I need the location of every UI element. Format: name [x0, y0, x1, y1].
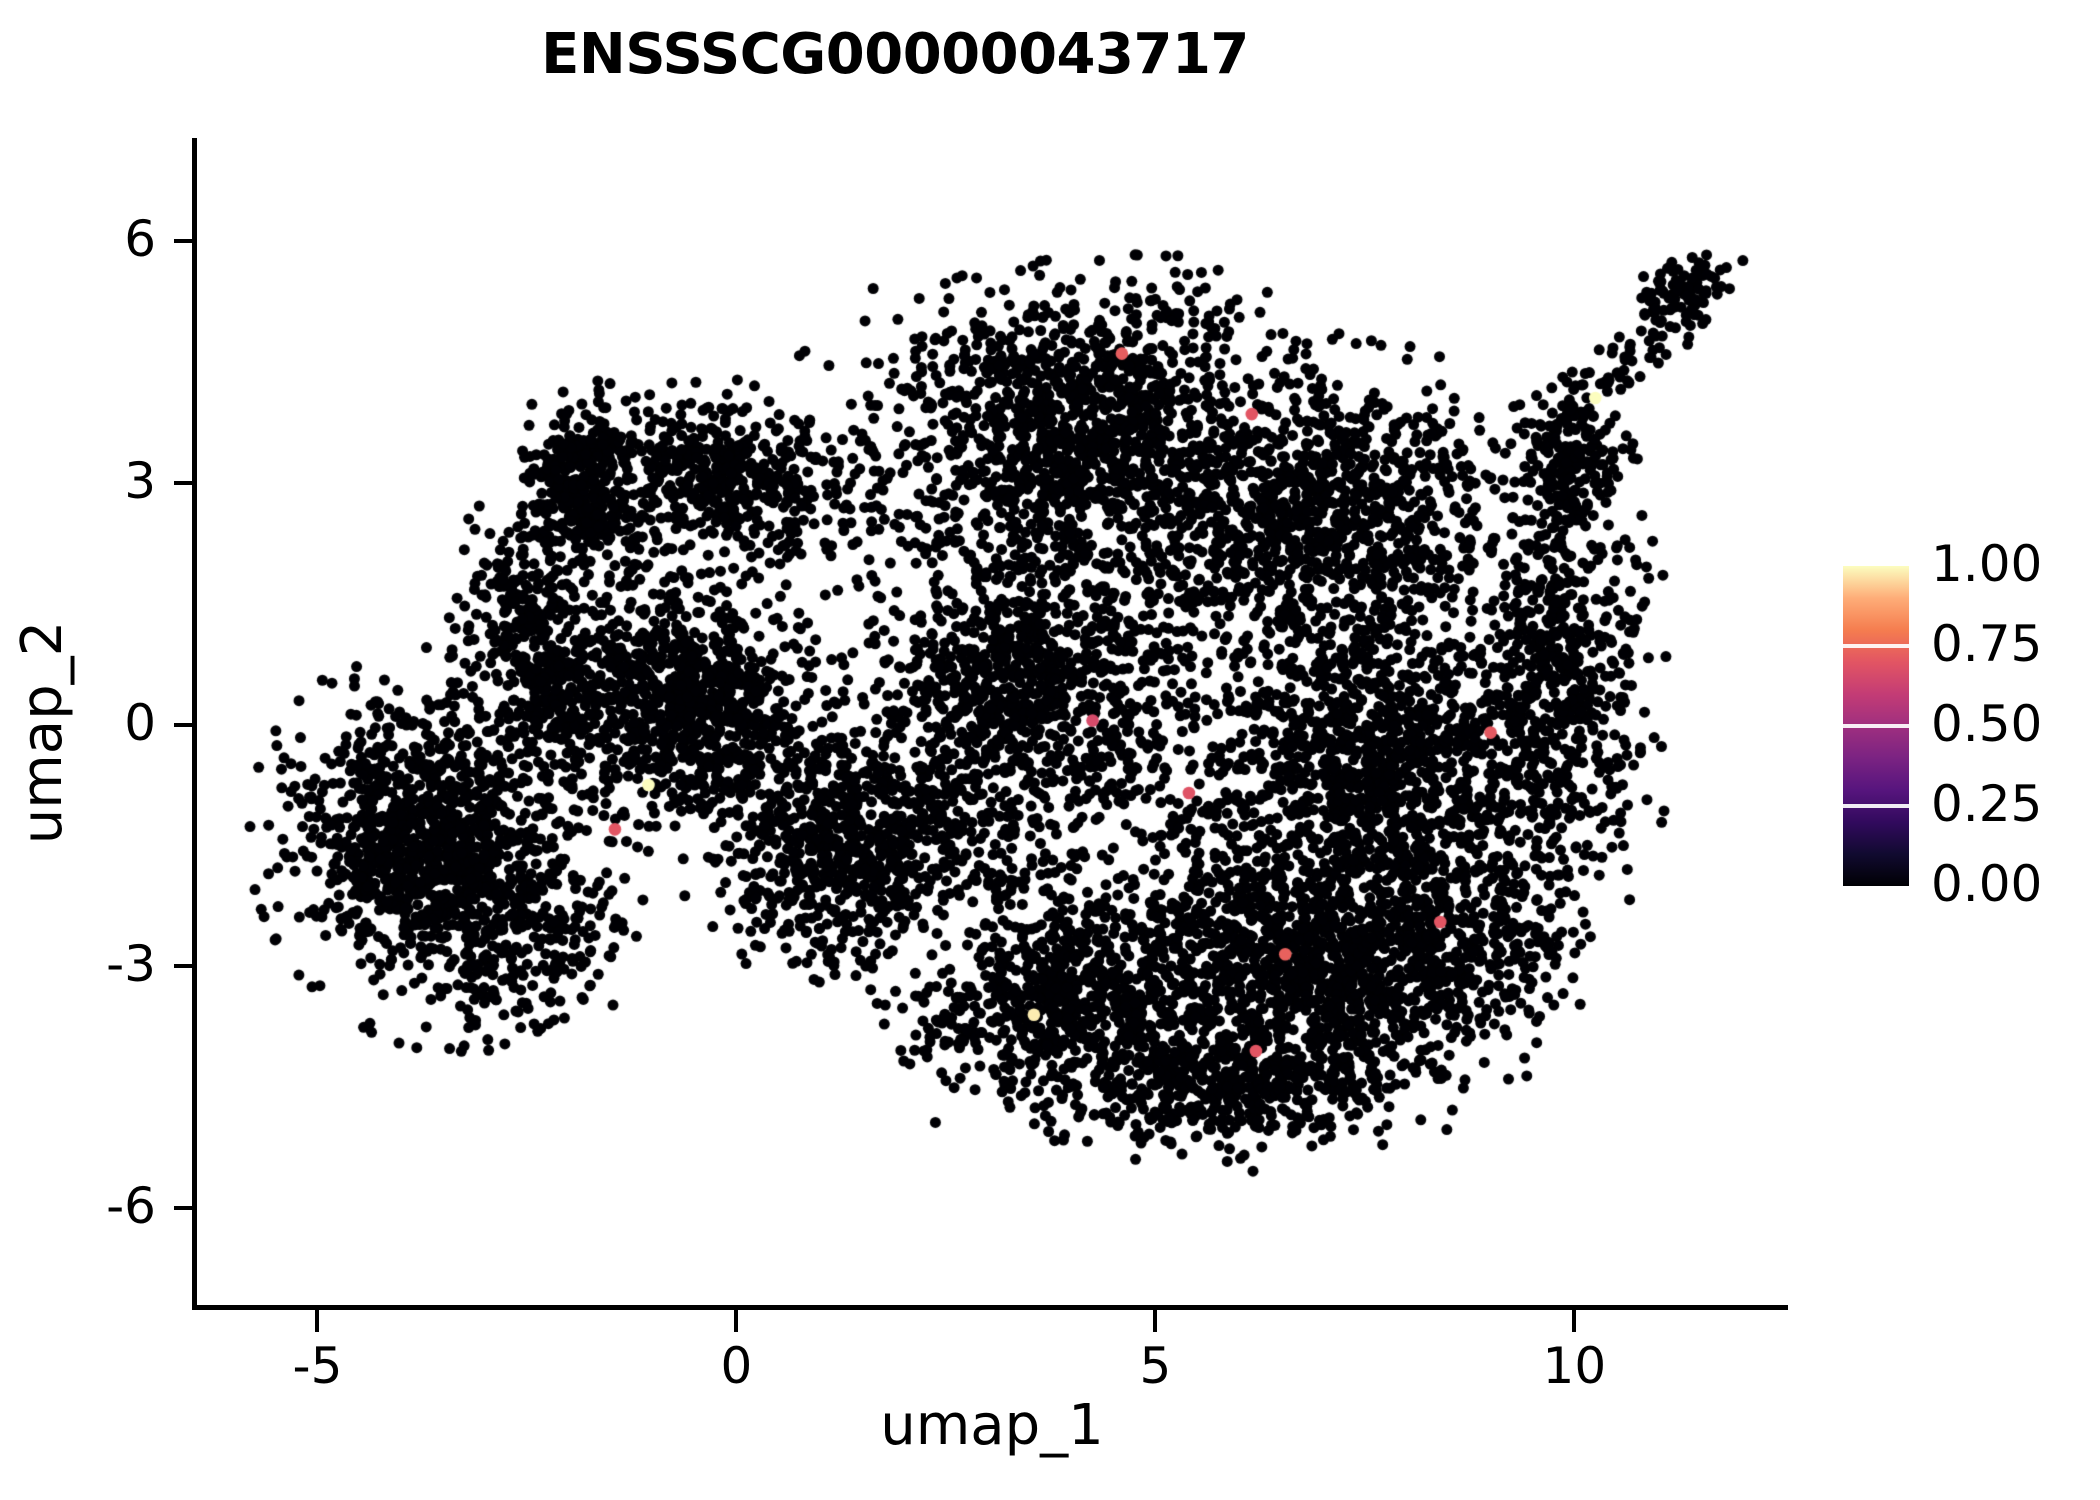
y-tick-label: -3: [106, 935, 156, 994]
colorbar: 1.00 0.75 0.50 0.25 0.00: [1843, 539, 2083, 909]
y-tick-mark: [174, 722, 196, 727]
colorbar-tick-label: 0.50: [1931, 695, 2043, 753]
x-axis-spine: [192, 1305, 1788, 1310]
scatter-canvas: [196, 140, 1788, 1305]
colorbar-tick-label: 0.00: [1931, 855, 2043, 913]
page-title: ENSSSCG00000043717: [541, 22, 1249, 87]
x-axis-label: umap_1: [880, 1393, 1104, 1458]
colorbar-tick-mark: [1843, 644, 1909, 648]
x-tick-label: 10: [1542, 1337, 1607, 1395]
y-tick-label: 0: [124, 693, 156, 752]
x-tick-mark: [734, 1310, 739, 1332]
y-tick-label: 3: [124, 451, 156, 510]
y-tick-mark: [174, 1206, 196, 1211]
colorbar-tick-mark: [1843, 882, 1909, 886]
colorbar-tick-label: 1.00: [1931, 535, 2043, 593]
y-axis-label: umap_2: [10, 620, 75, 845]
y-tick-label: -6: [106, 1177, 156, 1236]
colorbar-tick-mark: [1843, 804, 1909, 808]
x-tick-label: 5: [1139, 1337, 1172, 1395]
y-tick-label: 6: [124, 209, 156, 268]
colorbar-tick-mark: [1843, 724, 1909, 728]
x-tick-label: 0: [720, 1337, 753, 1395]
x-tick-mark: [1153, 1310, 1158, 1332]
y-tick-mark: [174, 480, 196, 485]
x-tick-label: -5: [292, 1337, 343, 1395]
x-tick-mark: [315, 1310, 320, 1332]
y-tick-mark: [174, 238, 196, 243]
y-tick-mark: [174, 964, 196, 969]
plot-area: [196, 140, 1788, 1305]
x-tick-mark: [1572, 1310, 1577, 1332]
colorbar-tick-label: 0.25: [1931, 775, 2043, 833]
colorbar-tick-mark: [1843, 566, 1909, 570]
colorbar-tick-label: 0.75: [1931, 615, 2043, 673]
